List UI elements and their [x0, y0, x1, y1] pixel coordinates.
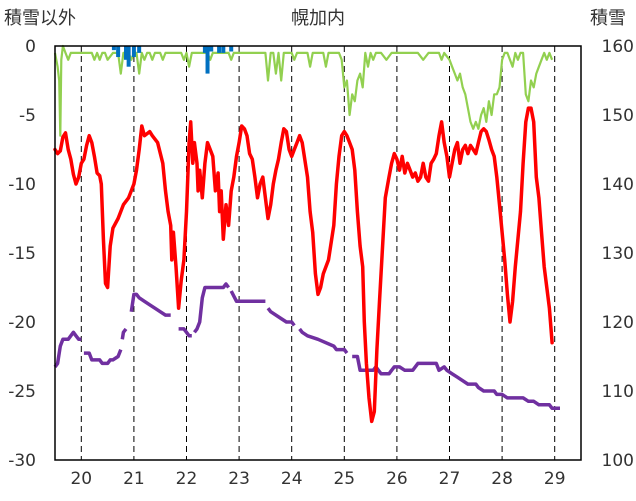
right-axis-label: 積雪	[590, 8, 626, 29]
snow-depth-segment-2	[120, 327, 128, 340]
blue-bar-11	[229, 46, 234, 52]
snow-depth-segment-3	[129, 292, 171, 317]
left-tick-4: -20	[8, 313, 36, 333]
snow-depth-segment-9	[352, 354, 560, 411]
blue-bar-7	[205, 46, 210, 74]
right-tick-0: 160	[602, 37, 634, 57]
left-tick-labels: 0 -5 -10 -15 -20 -25 -30	[8, 37, 36, 471]
plot-frame	[54, 45, 582, 461]
chart-title: 幌加内	[291, 8, 345, 29]
blue-bar-5	[137, 46, 142, 53]
snow-depth-series	[53, 282, 560, 411]
x-tick-23: 23	[228, 469, 250, 489]
right-tick-6: 100	[602, 451, 634, 471]
green-series-line	[53, 44, 554, 137]
blue-bar-2	[124, 46, 129, 60]
x-tick-labels: 20 21 22 23 24 25 26 27 28 29	[70, 469, 565, 489]
left-tick-1: -5	[19, 106, 36, 126]
chart-grid	[80, 46, 556, 460]
snow-depth-segment-8	[298, 327, 349, 355]
x-tick-26: 26	[386, 469, 408, 489]
x-tick-24: 24	[281, 469, 303, 489]
left-tick-2: -10	[8, 175, 36, 195]
snow-depth-segment-7	[266, 307, 296, 327]
blue-bar-4	[131, 46, 136, 58]
x-tick-25: 25	[333, 469, 355, 489]
x-tick-27: 27	[439, 469, 461, 489]
left-axis-label: 積雪以外	[4, 8, 76, 29]
snow-depth-segment-0	[53, 330, 82, 368]
x-tick-28: 28	[491, 469, 513, 489]
left-tick-5: -25	[8, 382, 36, 402]
snow-depth-segment-5	[193, 282, 231, 334]
blue-bar-1	[116, 46, 121, 58]
blue-bar-0	[111, 46, 116, 51]
right-tick-3: 130	[602, 244, 634, 264]
blue-bar-6	[202, 46, 207, 53]
x-tick-29: 29	[544, 469, 566, 489]
green-series	[53, 44, 554, 137]
right-tick-1: 150	[602, 106, 634, 126]
blue-bar-9	[217, 46, 222, 53]
left-tick-3: -15	[8, 244, 36, 264]
right-tick-5: 110	[602, 382, 634, 402]
right-tick-4: 120	[602, 313, 634, 333]
blue-bar-10	[221, 46, 226, 53]
blue-bar-3	[126, 46, 131, 67]
temperature-line	[53, 106, 554, 424]
left-tick-6: -30	[8, 451, 36, 471]
snow-depth-segment-1	[83, 348, 123, 366]
x-tick-20: 20	[70, 469, 92, 489]
blue-bar-8	[209, 46, 214, 52]
snow-depth-segment-6	[229, 290, 266, 304]
right-tick-labels: 160 150 140 130 120 110 100	[602, 37, 634, 471]
x-tick-22: 22	[176, 469, 198, 489]
right-tick-2: 140	[602, 175, 634, 195]
blue-series	[111, 46, 234, 74]
left-tick-0: 0	[25, 37, 36, 57]
x-tick-21: 21	[123, 469, 145, 489]
temperature-series	[53, 106, 554, 424]
snow-depth-segment-4	[178, 327, 192, 338]
